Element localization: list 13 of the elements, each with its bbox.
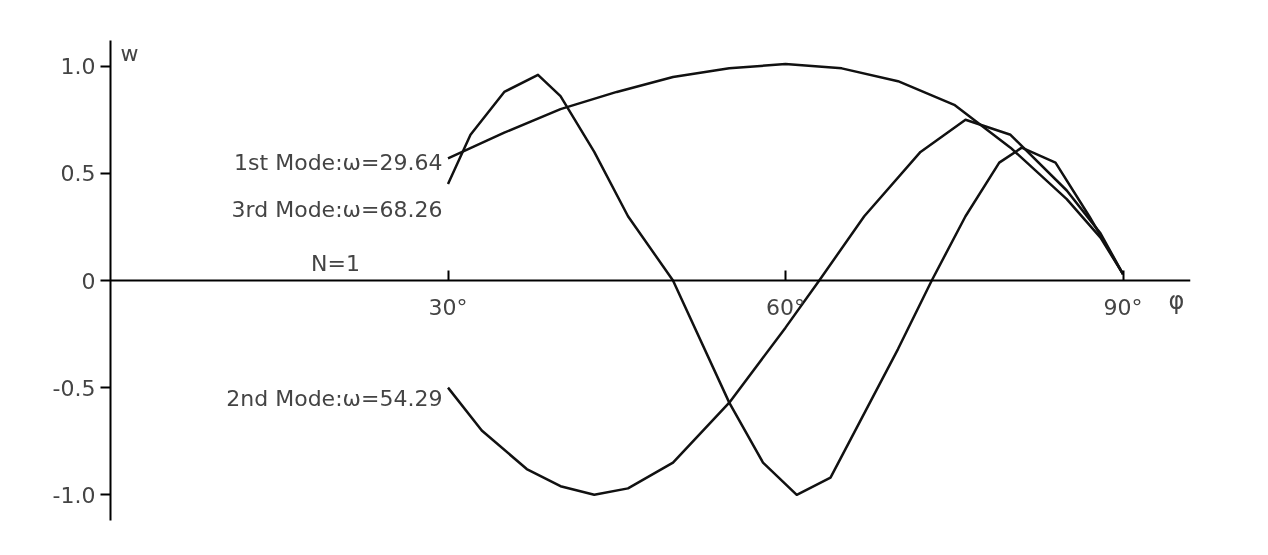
y-tick-label: 0 [81, 268, 96, 294]
x-tick-label: 90° [1103, 294, 1143, 320]
y-tick-label: -1.0 [52, 482, 96, 508]
y-axis-title: w [120, 40, 139, 66]
annotation: N=1 [311, 250, 360, 276]
annotation: 2nd Mode:ω=54.29 [226, 385, 443, 411]
y-tick-label: -0.5 [52, 375, 96, 401]
annotation: 1st Mode:ω=29.64 [234, 150, 443, 176]
x-axis-title: φ [1168, 286, 1185, 315]
y-tick-label: 1.0 [60, 54, 96, 80]
annotation: 3rd Mode:ω=68.26 [231, 197, 443, 223]
y-tick-label: 0.5 [60, 161, 96, 187]
x-tick-label: 30° [428, 294, 468, 320]
